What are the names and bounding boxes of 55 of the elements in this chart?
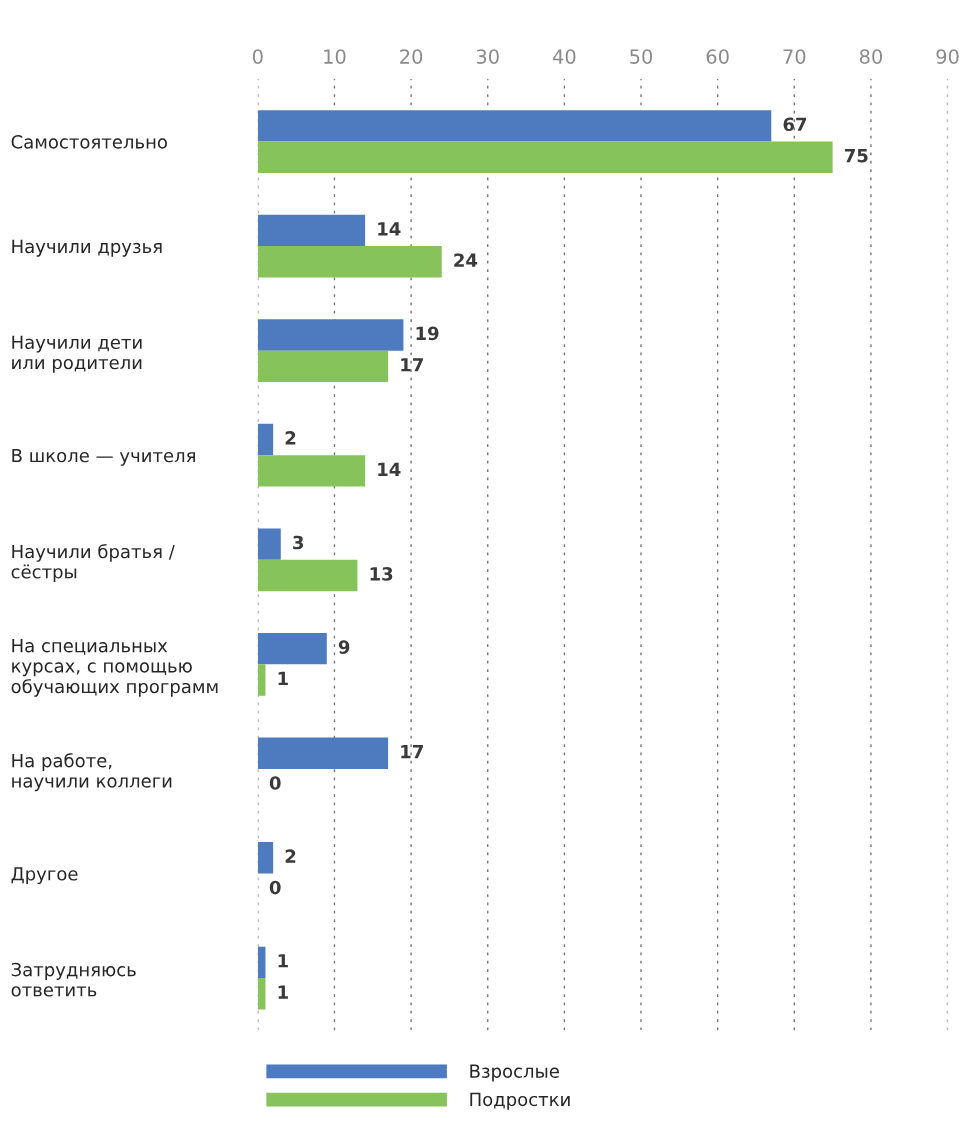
data-label: 1 [278, 985, 288, 999]
data-label: 0 [269, 880, 281, 895]
bar [257, 664, 266, 696]
data-label: 2 [285, 849, 296, 863]
bar [257, 559, 358, 592]
bar [257, 528, 281, 560]
bar [257, 141, 833, 173]
bar [257, 455, 366, 487]
bar [257, 632, 327, 665]
y-tick-label: На специальных курсах, с помощью обучающих программ [11, 639, 218, 697]
data-label: 67 [783, 117, 807, 132]
bar [257, 214, 366, 247]
x-tick-label: 30 [476, 49, 499, 64]
x-tick-label: 90 [936, 49, 959, 64]
text: Подростки [470, 1092, 570, 1110]
data-label: 19 [416, 326, 439, 341]
x-tick-label: 10 [324, 49, 346, 64]
data-label: 1 [278, 671, 288, 686]
data-label: 75 [844, 149, 868, 163]
data-label: 13 [370, 567, 393, 581]
bar [257, 319, 404, 351]
data-label: 3 [293, 535, 304, 550]
data-label: 24 [454, 253, 478, 267]
x-tick-label: 40 [552, 49, 576, 64]
data-label: 0 [269, 776, 281, 790]
data-label: 14 [378, 222, 401, 236]
y-tick-label: Самостоятельно [11, 135, 167, 149]
y-tick-label: Другое [11, 867, 78, 885]
x-tick-label: 60 [706, 49, 729, 64]
data-label: 1 [278, 954, 288, 968]
y-tick-label: Научили дети или родители [12, 335, 142, 373]
bar [257, 350, 389, 383]
data-label: 2 [285, 431, 296, 445]
x-tick-label: 0 [252, 49, 263, 64]
y-tick-label: В школе — учителя [12, 448, 195, 466]
y-tick-label: На работе, научили коллеги [12, 753, 172, 792]
x-tick-label: 70 [783, 49, 806, 64]
x-tick-label: 20 [400, 49, 423, 64]
x-tick-label: 80 [859, 49, 883, 64]
data-label: 14 [378, 462, 401, 476]
bar [257, 978, 266, 1010]
bar [257, 246, 442, 278]
bar [257, 737, 389, 769]
y-tick-label: Затрудняюсь ответить [11, 962, 136, 997]
bar [257, 842, 274, 874]
data-label: 17 [401, 745, 423, 759]
data-label: 9 [338, 640, 350, 654]
y-tick-label: Научили друзья [12, 239, 162, 257]
bar [257, 423, 274, 456]
x-tick-label: 50 [630, 49, 653, 64]
text: Взрослые [470, 1064, 559, 1082]
data-label: 17 [401, 358, 423, 372]
bar [257, 110, 772, 142]
y-tick-label: Научили братья / сёстры [11, 544, 175, 583]
bar [257, 946, 266, 979]
